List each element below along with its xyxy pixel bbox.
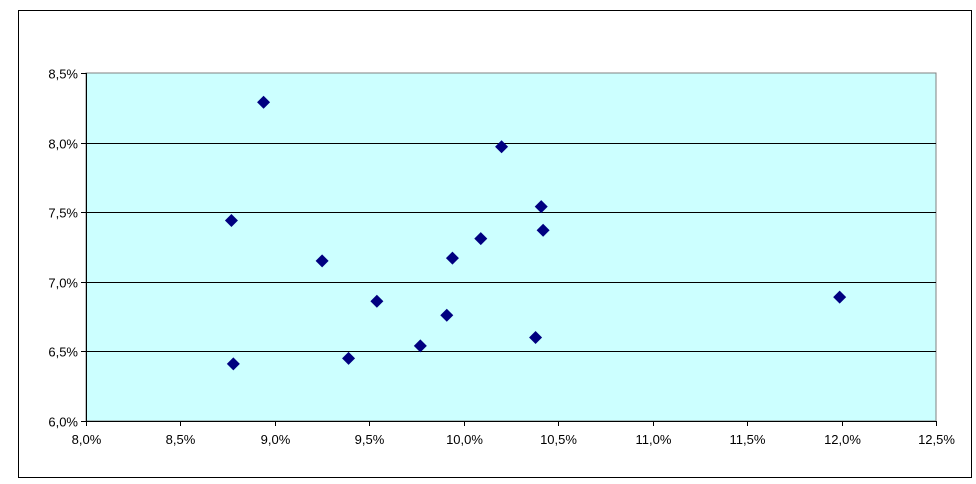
y-tick-label: 8,5% [48, 67, 78, 82]
x-tick-label: 12,0% [824, 432, 861, 447]
data-point [342, 351, 356, 365]
x-tick-label: 8,5% [166, 432, 196, 447]
data-points [224, 95, 847, 371]
x-tick-label: 9,5% [355, 432, 385, 447]
data-point [495, 140, 509, 154]
tick-labels: 6,0% 6,5% 7,0% 7,5% 8,0% 8,5% 8,0% 8,5% 9,0% 9,5%… [48, 67, 955, 448]
x-tick-label: 10,0% [446, 432, 483, 447]
data-point [440, 308, 454, 322]
x-tick-label: 9,0% [261, 432, 291, 447]
y-tick-label: 7,0% [48, 276, 78, 291]
data-point [226, 357, 240, 371]
data-point [445, 251, 459, 265]
data-point [224, 214, 238, 228]
data-point [833, 290, 847, 304]
data-point [534, 200, 548, 214]
plot-area [85, 72, 937, 422]
axes [81, 73, 937, 426]
gridlines [86, 143, 936, 352]
data-point [529, 330, 543, 344]
y-tick-label: 6,5% [48, 345, 78, 360]
data-point [413, 339, 427, 353]
x-tick-label: 11,0% [636, 432, 672, 447]
data-point [370, 294, 384, 308]
y-tick-label: 8,0% [48, 137, 78, 152]
data-point [257, 95, 271, 109]
y-tick-label: 7,5% [48, 206, 78, 221]
data-point [474, 232, 488, 246]
x-tick-label: 12,5% [918, 432, 955, 447]
x-tick-label: 10,5% [540, 432, 577, 447]
x-tick-label: 8,0% [72, 432, 102, 447]
y-tick-label: 6,0% [48, 415, 78, 430]
data-point [315, 254, 329, 268]
data-point [536, 223, 550, 237]
x-tick-label: 11,5% [730, 432, 766, 447]
